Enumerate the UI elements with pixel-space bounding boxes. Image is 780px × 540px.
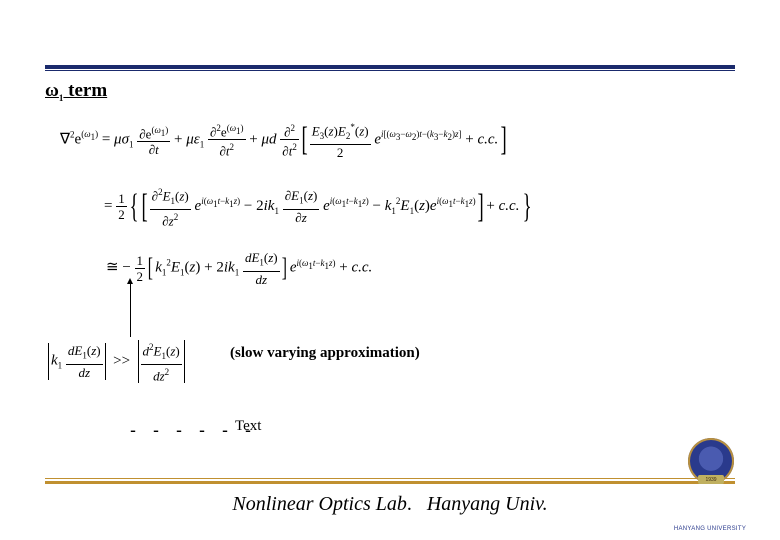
approximation-arrow: [130, 282, 131, 337]
text-marker: Text: [235, 418, 261, 435]
equation-line-1: ∇2e(ω1) = μσ1 ∂e(ω1)∂t + με1 ∂2e(ω1)∂t2 …: [60, 120, 505, 160]
top-rule: [45, 65, 735, 71]
omega-symbol: ω: [45, 80, 59, 101]
equation-line-2: = 12 { [ ∂2E1(z)∂z2 ei(ω1t−k1z) − 2ik1 ∂…: [104, 185, 532, 228]
title-suffix: term: [63, 80, 107, 101]
bottom-rule: [45, 478, 735, 484]
svea-condition: k1 dE1(z)dz >> d2E1(z)dz2: [48, 340, 185, 383]
svea-label: (slow varying approximation): [230, 345, 420, 362]
footer-dot: .: [407, 493, 412, 515]
section-title: ω1 term: [45, 80, 107, 103]
logo-caption: HANYANG UNIVERSITY: [670, 526, 750, 532]
logo-year: 1939: [698, 477, 724, 483]
footer: Nonlinear Optics Lab. Hanyang Univ.: [0, 493, 780, 516]
equation-line-3: ≅ − 12 [ k12E1(z) + 2ik1 dE1(z)dz ] ei(ω…: [106, 250, 372, 287]
footer-univ: Hanyang Univ.: [427, 493, 548, 515]
footer-lab: Nonlinear Optics Lab: [232, 493, 406, 515]
